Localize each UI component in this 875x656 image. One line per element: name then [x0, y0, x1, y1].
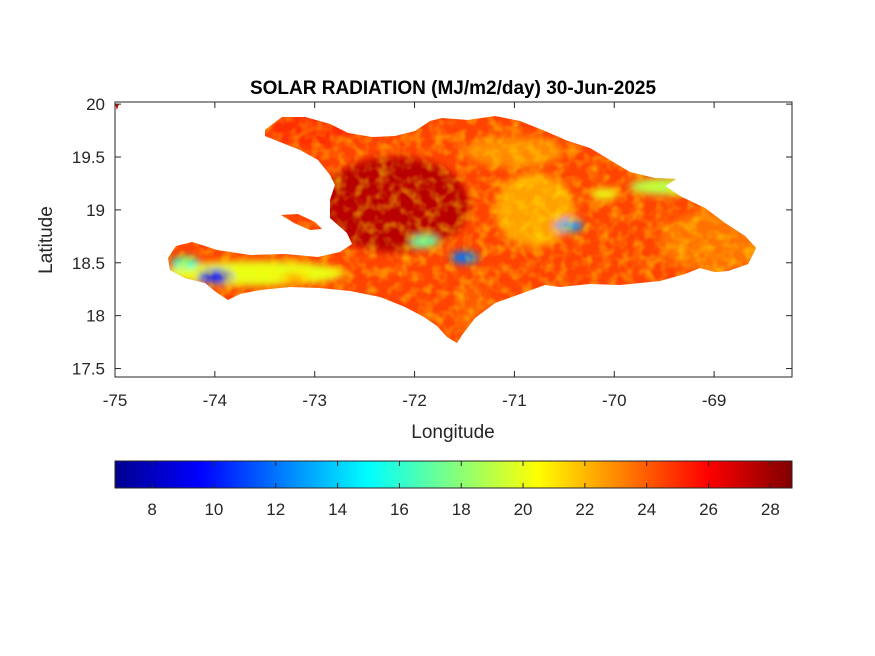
x-tick-label: -70	[602, 391, 627, 410]
y-tick-label: 18	[86, 307, 105, 326]
colorbar-tick-label: 16	[390, 500, 409, 519]
y-axis-label: Latitude	[36, 206, 57, 274]
x-tick-label: -74	[203, 391, 228, 410]
colorbar-tick-label: 10	[204, 500, 223, 519]
colorbar-tick-label: 12	[266, 500, 285, 519]
colorbar-tick-label: 8	[147, 500, 156, 519]
colorbar-tick-label: 24	[637, 500, 656, 519]
x-tick-label: -69	[702, 391, 727, 410]
x-tick-label: -71	[502, 391, 527, 410]
colorbar-tick-label: 28	[761, 500, 780, 519]
y-tick-label: 19	[86, 201, 105, 220]
colorbar-tick-label: 26	[699, 500, 718, 519]
colorbar-tick-label: 18	[452, 500, 471, 519]
colorbar-tick-label: 20	[514, 500, 533, 519]
y-tick-label: 17.5	[72, 360, 105, 379]
axes-box	[114, 101, 793, 378]
x-tick-label: -72	[402, 391, 427, 410]
colorbar-tick-label: 14	[328, 500, 347, 519]
x-ticks: -75 -74 -73 -72 -71 -70 -69	[103, 102, 727, 410]
y-tick-label: 19.5	[72, 148, 105, 167]
y-tick-label: 20	[86, 95, 105, 114]
colorbar-ticks: 8 10 12 14 16 18 20 22 24 26 28	[147, 461, 780, 519]
island-outline	[115, 104, 119, 110]
y-ticks: 17.5 18 18.5 19 19.5 20	[72, 95, 792, 379]
colorbar-tick-label: 22	[575, 500, 594, 519]
y-tick-label: 18.5	[72, 254, 105, 273]
chart-title: SOLAR RADIATION (MJ/m2/day) 30-Jun-2025	[250, 78, 657, 99]
colorbar	[114, 460, 793, 489]
x-tick-label: -75	[103, 391, 128, 410]
x-axis-label: Longitude	[411, 422, 494, 443]
x-tick-label: -73	[302, 391, 327, 410]
